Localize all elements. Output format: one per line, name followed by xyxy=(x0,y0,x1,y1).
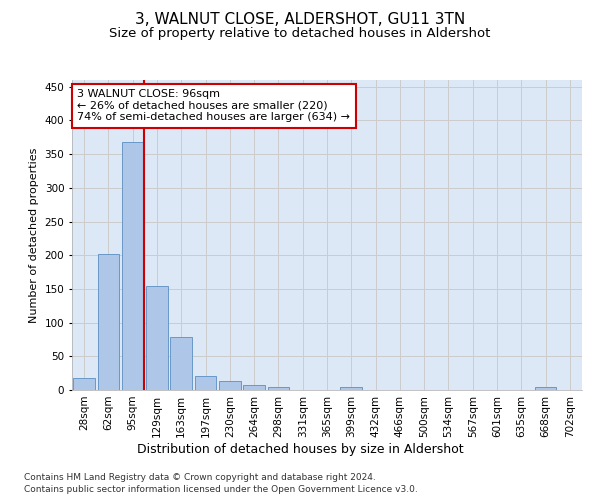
Bar xyxy=(97,254,119,390)
Bar xyxy=(219,380,241,390)
Bar xyxy=(194,376,217,390)
Bar xyxy=(122,142,143,390)
Text: 3 WALNUT CLOSE: 96sqm
← 26% of detached houses are smaller (220)
74% of semi-det: 3 WALNUT CLOSE: 96sqm ← 26% of detached … xyxy=(77,90,350,122)
Bar xyxy=(170,338,192,390)
Bar xyxy=(535,386,556,390)
Text: 3, WALNUT CLOSE, ALDERSHOT, GU11 3TN: 3, WALNUT CLOSE, ALDERSHOT, GU11 3TN xyxy=(135,12,465,28)
Text: Contains HM Land Registry data © Crown copyright and database right 2024.: Contains HM Land Registry data © Crown c… xyxy=(24,472,376,482)
Text: Contains public sector information licensed under the Open Government Licence v3: Contains public sector information licen… xyxy=(24,485,418,494)
Bar xyxy=(268,386,289,390)
Bar xyxy=(73,378,95,390)
Y-axis label: Number of detached properties: Number of detached properties xyxy=(29,148,39,322)
Text: Size of property relative to detached houses in Aldershot: Size of property relative to detached ho… xyxy=(109,28,491,40)
Bar xyxy=(340,386,362,390)
Bar xyxy=(243,384,265,390)
Bar xyxy=(146,286,168,390)
Text: Distribution of detached houses by size in Aldershot: Distribution of detached houses by size … xyxy=(137,442,463,456)
